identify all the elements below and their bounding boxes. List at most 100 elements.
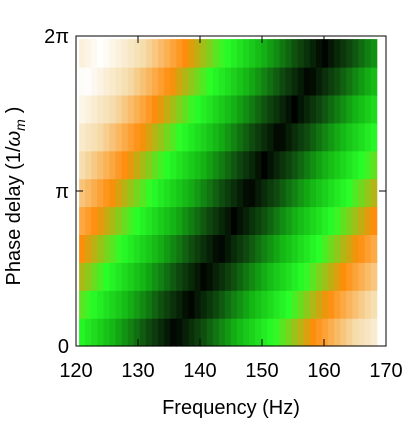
heatmap-cell: [249, 178, 256, 208]
heatmap-cell: [261, 206, 268, 235]
heatmap-cell: [267, 94, 275, 124]
heatmap-cell: [285, 234, 293, 263]
heatmap-cell: [328, 150, 335, 180]
heatmap-cell: [267, 178, 275, 208]
heatmap-cell: [200, 122, 208, 152]
heatmap-cell: [303, 290, 311, 319]
heatmap-cell: [340, 67, 347, 96]
heatmap-cell: [188, 318, 196, 347]
heatmap-cell: [158, 39, 165, 68]
heatmap-cell: [200, 94, 208, 124]
heatmap-cell: [127, 94, 135, 124]
heatmap-cell: [91, 122, 98, 152]
heatmap-cell: [303, 67, 311, 96]
y-axis-label-suffix: ): [3, 107, 25, 114]
heatmap-cell: [109, 178, 117, 208]
heatmap-cell: [358, 67, 366, 96]
heatmap-cell: [145, 94, 153, 124]
heatmap-cell: [121, 39, 129, 68]
heatmap-cell: [273, 39, 281, 68]
y-axis-label-subscript: m: [12, 119, 28, 131]
heatmap-cell: [145, 234, 153, 263]
heatmap-cell: [303, 262, 311, 291]
heatmap-cell: [121, 262, 129, 291]
heatmap-cell: [315, 94, 323, 124]
heatmap-cell: [188, 234, 196, 263]
heatmap-cell: [127, 318, 135, 347]
heatmap-cell: [85, 318, 92, 347]
heatmap-cell: [218, 150, 226, 180]
heatmap-cell: [85, 94, 92, 124]
heatmap-cell: [97, 67, 104, 96]
heatmap-cell: [164, 94, 171, 124]
heatmap-cell: [243, 178, 250, 208]
heatmap-cell: [273, 67, 281, 96]
heatmap-cell: [139, 150, 147, 180]
heatmap-cell: [224, 234, 232, 263]
heatmap-cell: [291, 318, 299, 347]
heatmap-cell: [370, 150, 378, 180]
heatmap-cell: [273, 94, 281, 124]
heatmap-cell: [91, 262, 98, 291]
heatmap-cell: [170, 262, 177, 291]
heatmap-cell: [352, 234, 360, 263]
heatmap-cell: [297, 94, 305, 124]
heatmap-cell: [322, 206, 329, 235]
heatmap-cell: [364, 178, 372, 208]
heatmap-cell: [133, 262, 141, 291]
heatmap-cell: [139, 290, 147, 319]
heatmap-cell: [212, 150, 220, 180]
heatmap-cell: [370, 206, 378, 235]
heatmap-cell: [358, 122, 366, 152]
heatmap-cell: [121, 290, 129, 319]
x-tick-label: 160: [307, 360, 340, 382]
heatmap-cell: [285, 262, 293, 291]
heatmap-cell: [364, 318, 372, 347]
heatmap-cell: [194, 150, 202, 180]
heatmap-cell: [218, 94, 226, 124]
heatmap-cell: [170, 39, 177, 68]
heatmap-cell: [115, 67, 123, 96]
heatmap-cell: [115, 318, 123, 347]
heatmap-cell: [164, 39, 171, 68]
heatmap-cell: [188, 67, 196, 96]
heatmap-cell: [151, 318, 159, 347]
heatmap-cell: [315, 262, 323, 291]
heatmap-cell: [255, 178, 262, 208]
heatmap-cell: [218, 262, 226, 291]
heatmap-cell: [309, 178, 317, 208]
heatmap-cell: [328, 178, 335, 208]
heatmap-cell: [115, 178, 123, 208]
heatmap-cell: [194, 318, 202, 347]
heatmap-cell: [230, 39, 238, 68]
heatmap-cell: [291, 178, 299, 208]
heatmap-cell: [273, 234, 281, 263]
heatmap-cell: [121, 94, 129, 124]
heatmap-cell: [243, 318, 250, 347]
heatmap-cell: [370, 122, 378, 152]
heatmap-cell: [224, 94, 232, 124]
heatmap-cell: [145, 178, 153, 208]
heatmap-cell: [109, 234, 117, 263]
heatmap-cell: [291, 234, 299, 263]
heatmap-cell: [145, 122, 153, 152]
heatmap-cell: [364, 290, 372, 319]
heatmap-cell: [255, 67, 262, 96]
heatmap-cell: [85, 178, 92, 208]
heatmap-cell: [309, 67, 317, 96]
heatmap-cell: [164, 318, 171, 347]
heatmap-cell: [255, 290, 262, 319]
heatmap-cell: [285, 67, 293, 96]
heatmap-cell: [224, 290, 232, 319]
heatmap-cell: [218, 290, 226, 319]
heatmap-cell: [358, 290, 366, 319]
heatmap-cell: [139, 318, 147, 347]
heatmap-cell: [261, 290, 268, 319]
heatmap-cell: [273, 178, 281, 208]
heatmap-cell: [273, 262, 281, 291]
heatmap-cell: [249, 150, 256, 180]
heatmap-cell: [273, 290, 281, 319]
heatmap-cell: [151, 94, 159, 124]
heatmap-cell: [176, 318, 183, 347]
heatmap-cell: [224, 122, 232, 152]
